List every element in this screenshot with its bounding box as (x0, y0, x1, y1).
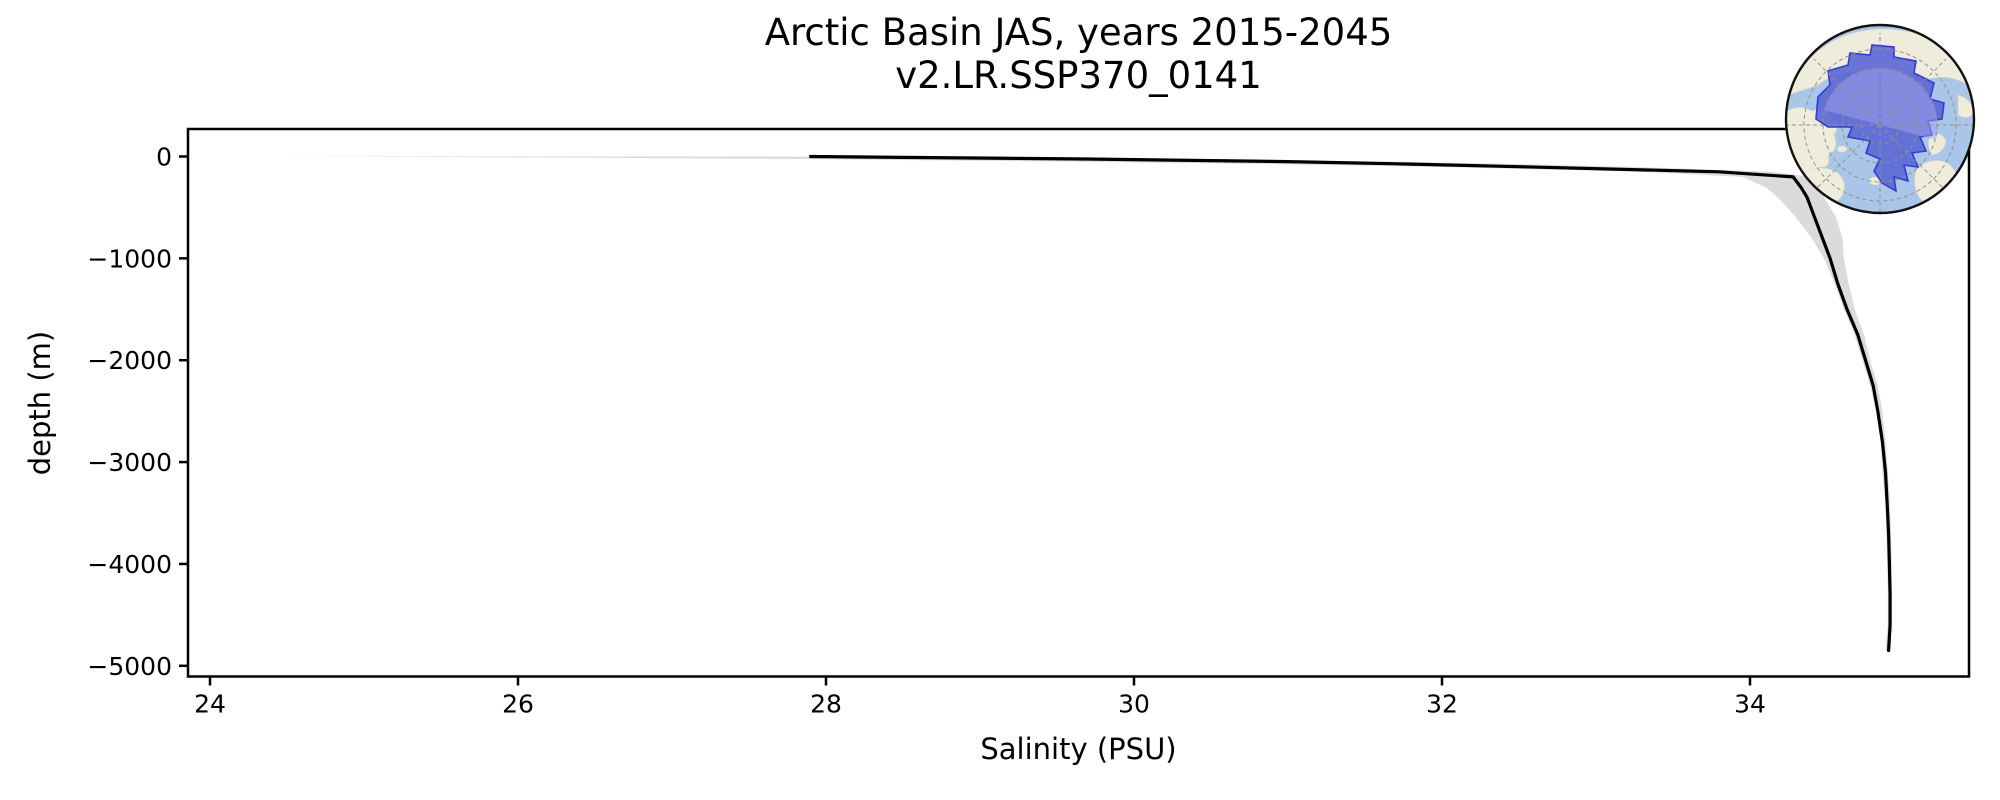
inset-border-circle (1784, 23, 1976, 215)
y-tick-label: −1000 (87, 244, 172, 273)
y-tick-label: −4000 (87, 550, 172, 579)
x-tick-label: 26 (502, 690, 534, 719)
y-tick-label: −2000 (87, 346, 172, 375)
axes-frame (186, 127, 1971, 678)
arctic-basin-inset-map (1784, 23, 1976, 215)
chart-title-block: Arctic Basin JAS, years 2015-2045 v2.LR.… (157, 11, 2000, 98)
y-tick-label: −5000 (87, 652, 172, 681)
y-axis-label: depth (m) (23, 330, 57, 476)
inset-region-overlay (1824, 68, 1938, 140)
y-tick-label: −3000 (87, 448, 172, 477)
mean-salinity-curve (808, 154, 1892, 653)
chart-subtitle: v2.LR.SSP370_0141 (895, 53, 1262, 97)
x-tick-label: 30 (1118, 690, 1150, 719)
mean-profile-line (808, 154, 1892, 653)
x-axis-ticks: 24 26 28 30 32 34 (194, 676, 1766, 719)
x-axis-label: Salinity (PSU) (980, 732, 1177, 766)
x-tick-label: 28 (810, 690, 842, 719)
inset-graticule (1787, 33, 1973, 213)
x-tick-label: 24 (194, 690, 226, 719)
y-tick-label: 0 (156, 143, 172, 172)
y-axis-ticks: 0 −1000 −2000 −3000 −4000 −5000 (87, 143, 188, 681)
chart-title: Arctic Basin JAS, years 2015-2045 (764, 11, 1393, 54)
x-tick-label: 34 (1734, 690, 1766, 719)
x-tick-label: 32 (1426, 690, 1458, 719)
spread-band-polygon (271, 156, 1892, 651)
ensemble-spread-band (271, 156, 1892, 651)
plot-border (186, 127, 1971, 678)
